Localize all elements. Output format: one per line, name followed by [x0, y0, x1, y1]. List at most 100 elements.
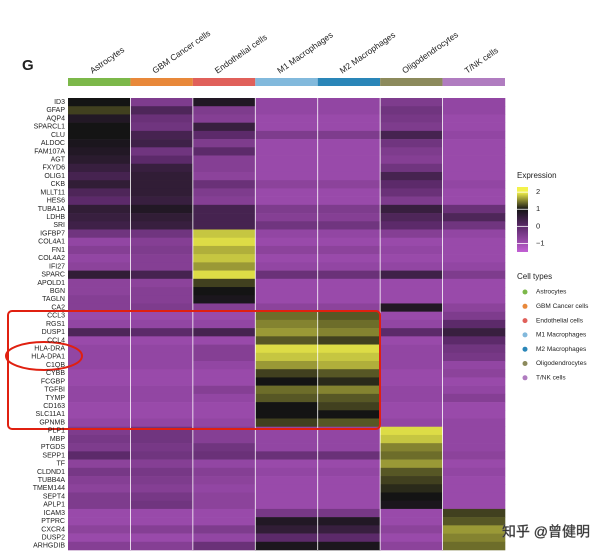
heatmap-cell — [192, 360, 256, 370]
heatmap-cell — [68, 122, 131, 132]
heatmap-cell — [192, 303, 256, 312]
heatmap-cell — [442, 344, 506, 354]
heatmap-cell — [442, 130, 506, 140]
heatmap-cell — [68, 114, 131, 123]
heatmap-cell — [255, 541, 319, 551]
heatmap-cell — [192, 517, 256, 526]
group-bar — [192, 78, 256, 86]
heatmap-cell — [255, 336, 319, 345]
heatmap-cell — [192, 213, 256, 222]
heatmap-cell — [130, 451, 194, 460]
heatmap-cell — [317, 443, 381, 452]
heatmap-cell — [68, 533, 131, 543]
colorbar — [517, 187, 528, 252]
heatmap-cell — [442, 500, 506, 510]
colorbar-tick-label: 1 — [536, 204, 540, 213]
heatmap-cell — [130, 377, 194, 386]
legend-title: Cell types — [517, 272, 552, 281]
heatmap-cell — [380, 229, 443, 239]
heatmap-cell — [317, 459, 381, 469]
heatmap-cell — [130, 139, 194, 148]
heatmap-cell — [255, 188, 319, 197]
heatmap-cell — [380, 467, 443, 477]
heatmap-cell — [68, 459, 131, 469]
y-tick-label: MBP — [50, 436, 66, 443]
heatmap-cell — [380, 352, 443, 362]
heatmap-cell — [68, 229, 131, 239]
heatmap-cell — [192, 328, 256, 337]
heatmap-cell — [192, 229, 256, 239]
legend-swatch — [522, 332, 528, 338]
heatmap-cell — [317, 130, 381, 140]
heatmap-cell — [68, 130, 131, 140]
y-tick-label: TAGLN — [42, 296, 65, 303]
heatmap-cell — [380, 369, 443, 378]
heatmap-cell — [192, 245, 256, 255]
heatmap-cell — [442, 476, 506, 485]
heatmap-cell — [68, 155, 131, 165]
heatmap-cell — [68, 360, 131, 370]
heatmap-cell — [68, 188, 131, 197]
heatmap-cell — [192, 262, 256, 271]
watermark: 知乎 @曾健明 — [502, 524, 590, 540]
heatmap-cell — [442, 196, 506, 206]
y-tick-label: FN1 — [52, 247, 65, 254]
heatmap-cell — [380, 418, 443, 428]
heatmap-cell — [317, 319, 381, 329]
heatmap-cell — [130, 311, 194, 321]
heatmap-cell — [68, 147, 131, 156]
heatmap-cell — [68, 171, 131, 181]
heatmap-cell — [192, 484, 256, 493]
colorbar-title: Expression — [517, 171, 557, 180]
heatmap-cell — [192, 492, 256, 501]
heatmap-cell — [192, 418, 256, 428]
heatmap-cell — [317, 541, 381, 551]
heatmap-cell — [442, 369, 506, 378]
heatmap-cell — [130, 344, 194, 354]
heatmap-cell — [442, 278, 506, 288]
heatmap-cell — [442, 418, 506, 428]
heatmap-cell — [380, 262, 443, 271]
y-tick-label: AQP4 — [46, 115, 65, 122]
heatmap-cell — [380, 459, 443, 469]
heatmap-cell — [442, 336, 506, 345]
heatmap-cell — [317, 106, 381, 115]
heatmap-cell — [255, 229, 319, 239]
heatmap-cell — [68, 311, 131, 321]
heatmap-cell — [255, 262, 319, 271]
heatmap-cell — [192, 221, 256, 230]
heatmap-cell — [255, 287, 319, 296]
legend-swatch — [522, 361, 528, 366]
heatmap-cell — [317, 360, 381, 370]
heatmap-cell — [317, 328, 381, 337]
heatmap-cell — [68, 344, 131, 354]
heatmap-cell — [192, 369, 256, 378]
legend-label: Oligodendrocytes — [536, 360, 587, 367]
heatmap-cell — [317, 533, 381, 543]
heatmap-cell — [442, 328, 506, 337]
x-tick-label: M1 Macrophages — [275, 30, 335, 76]
y-tick-label: HES6 — [47, 198, 65, 205]
heatmap-cell — [255, 139, 319, 148]
heatmap-cell — [255, 385, 319, 395]
y-tick-label: CCL4 — [47, 337, 65, 344]
heatmap-cell — [68, 484, 131, 493]
y-tick-label: ALDOC — [41, 140, 65, 147]
heatmap-cell — [317, 163, 381, 173]
group-bar — [380, 78, 443, 86]
heatmap-cell — [317, 500, 381, 510]
heatmap-cell — [68, 525, 131, 534]
heatmap-cell — [380, 130, 443, 140]
heatmap-cell — [255, 410, 319, 419]
y-tick-label: OLIG1 — [44, 173, 65, 180]
heatmap-cell — [192, 508, 256, 518]
heatmap-cell — [68, 352, 131, 362]
heatmap-cell — [130, 130, 194, 140]
y-tick-label: COL4A2 — [38, 255, 65, 262]
heatmap-cell — [380, 525, 443, 534]
heatmap-cell — [317, 344, 381, 354]
highlight-ellipse — [5, 341, 83, 371]
heatmap-cell — [380, 328, 443, 337]
heatmap-cell — [442, 262, 506, 271]
